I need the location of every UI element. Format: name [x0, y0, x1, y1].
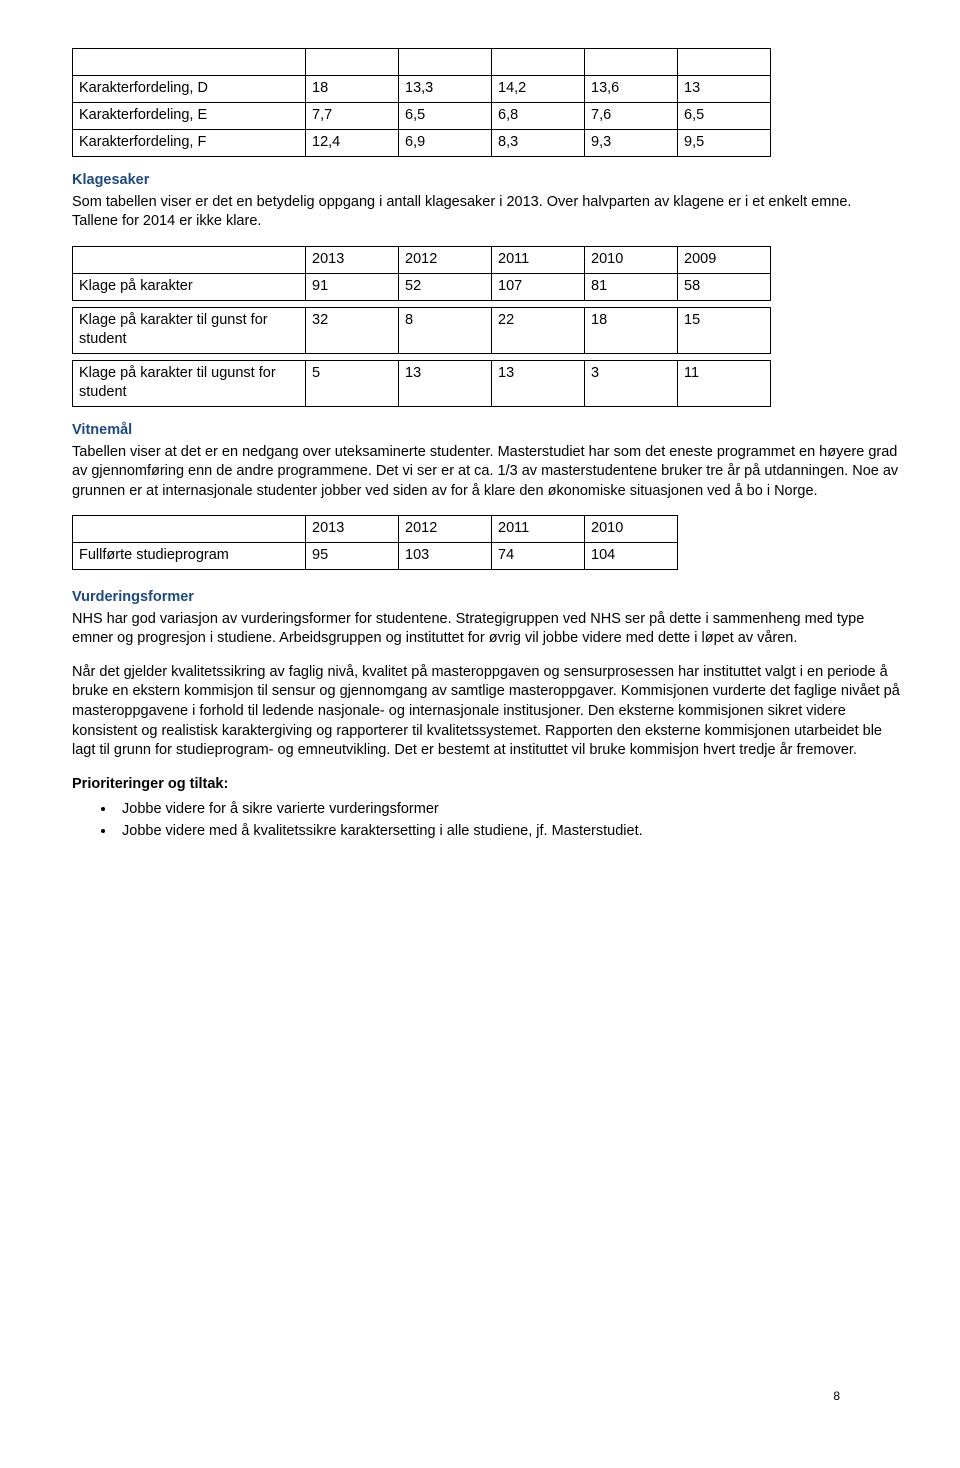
table-cell: 5: [306, 360, 399, 406]
list-prioriteringer: Jobbe videre for å sikre varierte vurder…: [72, 800, 900, 841]
table-cell: [492, 49, 585, 76]
table-klage-header: 20132012201120102009Klage på karakter915…: [72, 246, 771, 301]
table-header-cell: 2012: [399, 246, 492, 273]
table-header-cell: 2012: [399, 516, 492, 543]
table-cell: 6,9: [399, 130, 492, 157]
table-cell: [73, 49, 306, 76]
table-cell: 15: [678, 307, 771, 353]
text-vitnemal: Tabellen viser at det er en nedgang over…: [72, 443, 900, 502]
heading-klagesaker: Klagesaker: [72, 171, 900, 191]
table-header-cell: 2011: [492, 516, 585, 543]
table-cell: 9,3: [585, 130, 678, 157]
table-cell: 74: [492, 543, 585, 570]
table-cell: 8: [399, 307, 492, 353]
table-cell: 18: [306, 76, 399, 103]
table-cell: 91: [306, 273, 399, 300]
table-cell: 9,5: [678, 130, 771, 157]
table-cell: 58: [678, 273, 771, 300]
table-klage-gunst: Klage på karakter til gunst for student3…: [72, 307, 771, 354]
list-item: Jobbe videre for å sikre varierte vurder…: [116, 800, 900, 820]
table-header-cell: [73, 516, 306, 543]
table-cell: 13: [678, 76, 771, 103]
table-cell: 8,3: [492, 130, 585, 157]
heading-prioriteringer: Prioriteringer og tiltak:: [72, 775, 900, 795]
table-cell: Klage på karakter til gunst for student: [73, 307, 306, 353]
table-cell: 11: [678, 360, 771, 406]
table-cell: Klage på karakter: [73, 273, 306, 300]
table-cell: 13: [399, 360, 492, 406]
table-cell: 6,8: [492, 103, 585, 130]
table-cell: Karakterfordeling, D: [73, 76, 306, 103]
table-cell: 32: [306, 307, 399, 353]
list-item: Jobbe videre med å kvalitetssikre karakt…: [116, 822, 900, 842]
table-header-cell: 2010: [585, 516, 678, 543]
text-vurderingsformer-1: NHS har god variasjon av vurderingsforme…: [72, 610, 900, 649]
table-cell: 52: [399, 273, 492, 300]
table-klage-ugunst: Klage på karakter til ugunst for student…: [72, 360, 771, 407]
table-header-cell: 2010: [585, 246, 678, 273]
table-cell: 7,6: [585, 103, 678, 130]
table-cell: 103: [399, 543, 492, 570]
table-cell: 107: [492, 273, 585, 300]
table-cell: 18: [585, 307, 678, 353]
table-header-cell: 2009: [678, 246, 771, 273]
page-number: 8: [833, 1388, 840, 1404]
table-header-cell: 2013: [306, 516, 399, 543]
table-cell: Fullførte studieprogram: [73, 543, 306, 570]
table-fullforte: 2013201220112010 Fullførte studieprogram9…: [72, 515, 678, 570]
text-klagesaker: Som tabellen viser er det en betydelig o…: [72, 193, 900, 232]
table-cell: [399, 49, 492, 76]
table-header-cell: [73, 246, 306, 273]
table-cell: [306, 49, 399, 76]
table-cell: 14,2: [492, 76, 585, 103]
table-cell: 104: [585, 543, 678, 570]
table-cell: 13,3: [399, 76, 492, 103]
table-cell: 13,6: [585, 76, 678, 103]
table-cell: 22: [492, 307, 585, 353]
table-cell: 3: [585, 360, 678, 406]
table-cell: 81: [585, 273, 678, 300]
table-cell: 95: [306, 543, 399, 570]
table-cell: 12,4: [306, 130, 399, 157]
table-cell: Karakterfordeling, F: [73, 130, 306, 157]
table-cell: 7,7: [306, 103, 399, 130]
table-cell: 13: [492, 360, 585, 406]
table-header-cell: 2013: [306, 246, 399, 273]
table-cell: 6,5: [399, 103, 492, 130]
table-header-cell: 2011: [492, 246, 585, 273]
table-cell: [585, 49, 678, 76]
table-karakterfordeling: Karakterfordeling, D1813,314,213,613 Kara…: [72, 48, 771, 157]
heading-vurderingsformer: Vurderingsformer: [72, 588, 900, 608]
table-cell: Klage på karakter til ugunst for student: [73, 360, 306, 406]
table-cell: Karakterfordeling, E: [73, 103, 306, 130]
heading-vitnemal: Vitnemål: [72, 421, 900, 441]
table-cell: [678, 49, 771, 76]
table-cell: 6,5: [678, 103, 771, 130]
text-vurderingsformer-2: Når det gjelder kvalitetssikring av fagl…: [72, 663, 900, 761]
